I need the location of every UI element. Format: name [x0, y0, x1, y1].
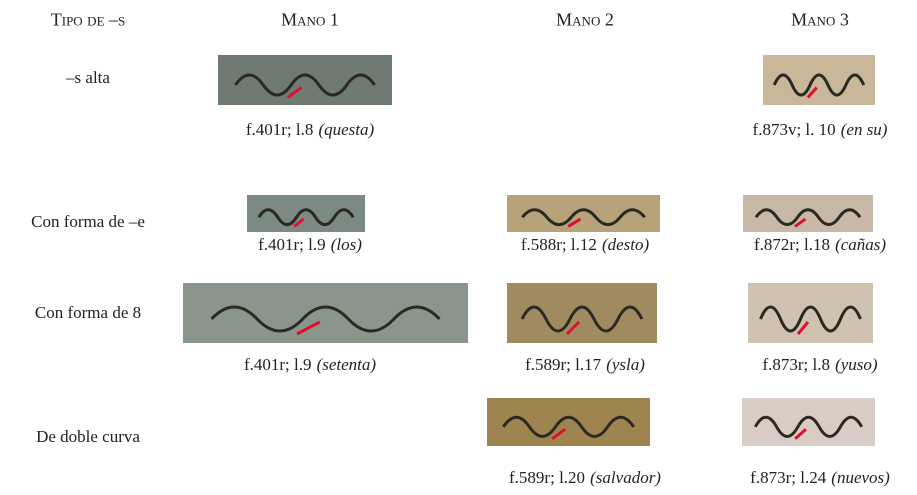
row-label: De doble curva [36, 427, 140, 446]
word: (yuso) [835, 355, 878, 374]
word: (salvador) [590, 468, 661, 487]
caption: f.873v; l. 10 (en su) [753, 120, 888, 140]
word: (nuevos) [831, 468, 890, 487]
manuscript-image [742, 398, 875, 446]
folio: f.872r; l.18 [753, 235, 830, 254]
caption: f.401r; l.9 (los) [258, 235, 362, 255]
word: (ysla) [606, 355, 645, 374]
folio: f.401r; l.9 [258, 235, 326, 254]
manuscript-image [763, 55, 875, 105]
caption: f.401r; l.9 (setenta) [244, 355, 376, 375]
manuscript-image [218, 55, 392, 105]
manuscript-image [247, 195, 365, 232]
row-label: Con forma de –e [31, 212, 145, 231]
folio: f.401r; l.9 [243, 355, 312, 374]
word: (cañas) [835, 235, 887, 254]
row-label: Con forma de 8 [34, 303, 142, 322]
row-label: –s alta [66, 68, 110, 87]
manuscript-image [487, 398, 650, 446]
caption: f.588r; l.12 (desto) [521, 235, 649, 255]
column-header: Mano 3 [791, 9, 849, 30]
manuscript-image [743, 195, 873, 232]
folio: f.873r; l.24 [750, 468, 827, 487]
caption: f.873r; l.8 (yuso) [762, 355, 877, 375]
column-header: Tipo de –s [50, 9, 126, 30]
column-header: Mano 2 [556, 9, 614, 30]
manuscript-image [507, 195, 660, 232]
word: (en su) [840, 120, 888, 139]
caption: f.873r; l.24 (nuevos) [750, 468, 890, 488]
caption: f.589r; l.20 (salvador) [509, 468, 661, 488]
word: (setenta) [316, 355, 377, 374]
folio: f.589r; l.17 [525, 355, 602, 374]
caption: f.872r; l.18 (cañas) [754, 235, 886, 255]
folio: f.873v; l. 10 [752, 120, 836, 139]
manuscript-image [183, 283, 468, 343]
manuscript-image [748, 283, 873, 343]
folio: f.401r; l.8 [245, 120, 314, 139]
manuscript-image [507, 283, 657, 343]
word: (questa) [318, 120, 375, 139]
column-header: Mano 1 [281, 9, 339, 30]
folio: f.873r; l.8 [762, 355, 830, 374]
word: (desto) [601, 235, 650, 254]
caption: f.401r; l.8 (questa) [246, 120, 374, 140]
word: (los) [330, 235, 362, 254]
folio: f.589r; l.20 [509, 468, 586, 487]
caption: f.589r; l.17 (ysla) [525, 355, 645, 375]
folio: f.588r; l.12 [520, 235, 597, 254]
